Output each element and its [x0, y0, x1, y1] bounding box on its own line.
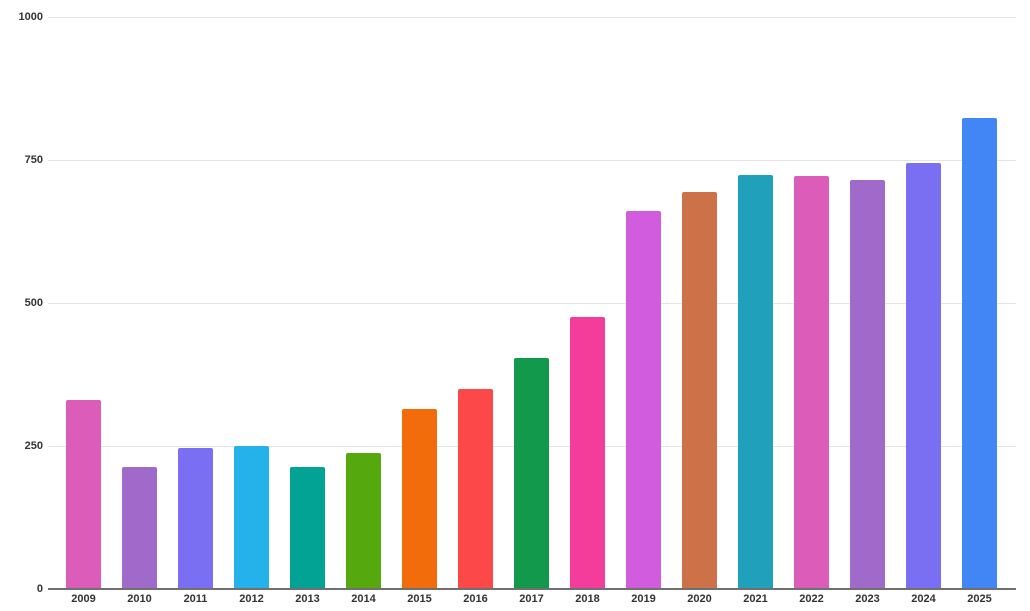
x-tick-label-2025: 2025: [967, 593, 992, 605]
bar-2023[interactable]: [850, 180, 885, 588]
x-tick-label-2022: 2022: [799, 593, 824, 605]
gridline-750: [48, 160, 1016, 161]
y-tick-label-250: 250: [24, 440, 43, 452]
x-tick-label-2017: 2017: [519, 593, 544, 605]
bar-2014[interactable]: [346, 452, 381, 588]
x-tick-label-2013: 2013: [295, 593, 320, 605]
y-tick-label-0: 0: [36, 583, 43, 595]
y-tick-label-750: 750: [24, 154, 43, 166]
bar-2015[interactable]: [402, 408, 437, 588]
x-tick-label-2024: 2024: [911, 593, 936, 605]
bar-2009[interactable]: [66, 400, 101, 588]
x-tick-label-2009: 2009: [71, 593, 96, 605]
x-tick-label-2012: 2012: [239, 593, 264, 605]
gridline-1000: [48, 17, 1016, 18]
bar-2021[interactable]: [738, 175, 773, 588]
bar-2010[interactable]: [122, 466, 157, 588]
x-tick-label-2011: 2011: [183, 593, 208, 605]
x-tick-label-2021: 2021: [743, 593, 768, 605]
x-tick-label-2014: 2014: [351, 593, 376, 605]
x-tick-label-2020: 2020: [687, 593, 712, 605]
x-tick-label-2023: 2023: [855, 593, 880, 605]
x-tick-label-2018: 2018: [575, 593, 600, 605]
bar-2017[interactable]: [514, 358, 549, 588]
bar-2022[interactable]: [794, 176, 829, 588]
x-axis-baseline: [48, 588, 1016, 590]
bar-2024[interactable]: [906, 162, 941, 588]
bar-2025[interactable]: [962, 117, 997, 588]
bar-2012[interactable]: [234, 446, 269, 588]
x-tick-label-2016: 2016: [463, 593, 488, 605]
bar-2013[interactable]: [290, 466, 325, 588]
y-tick-label-1000: 1000: [18, 11, 43, 23]
gridline-500: [48, 303, 1016, 304]
bar-2019[interactable]: [626, 211, 661, 588]
y-tick-label-500: 500: [24, 297, 43, 309]
bar-2018[interactable]: [570, 316, 605, 588]
x-tick-label-2019: 2019: [631, 593, 656, 605]
bar-2016[interactable]: [458, 388, 493, 588]
bar-2020[interactable]: [682, 192, 717, 588]
bar-2011[interactable]: [178, 448, 213, 588]
x-tick-label-2010: 2010: [127, 593, 152, 605]
x-tick-label-2015: 2015: [407, 593, 432, 605]
